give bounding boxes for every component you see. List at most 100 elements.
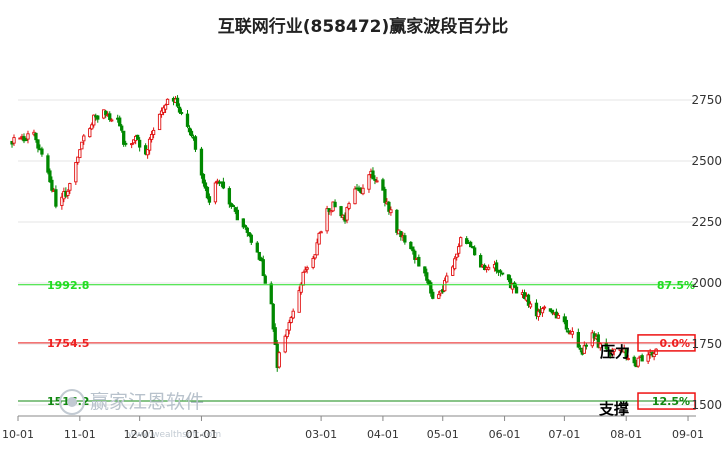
candle-body	[299, 283, 303, 293]
axes: 2750 2500 2250 2000 1750 1500 10-01 11-01 12-01 0…	[2, 93, 722, 441]
candle-body	[18, 137, 22, 140]
level-percent-label: 12.5%	[652, 395, 690, 408]
candle-body	[163, 104, 168, 110]
candle-body	[445, 275, 449, 283]
x-tick-label: 05-01	[427, 428, 459, 441]
candle	[257, 251, 261, 261]
candle	[34, 132, 38, 143]
candle-body	[636, 357, 640, 367]
candle	[245, 226, 249, 237]
candle	[24, 137, 28, 142]
level-percent-box	[637, 334, 696, 352]
candle	[231, 204, 236, 208]
candle	[40, 146, 44, 157]
candle-body	[66, 190, 70, 196]
candle	[187, 125, 192, 136]
candle-body	[361, 187, 365, 195]
candle	[578, 344, 582, 353]
candle	[500, 272, 505, 276]
candle-body	[34, 132, 38, 141]
candle	[542, 305, 547, 311]
candle-body	[319, 231, 323, 234]
candle-body	[540, 308, 545, 314]
candle	[431, 289, 435, 300]
resistance-label: 压力	[600, 343, 630, 361]
candle-body	[22, 136, 26, 142]
candle-body	[473, 247, 477, 256]
candle-body	[203, 182, 208, 189]
candle-body	[50, 179, 54, 191]
candle	[60, 192, 64, 210]
candle-body	[381, 179, 385, 191]
level-percent-label: 87.5%	[657, 279, 695, 292]
candle-body	[201, 173, 206, 184]
candle-body	[596, 334, 600, 348]
candle	[339, 205, 343, 219]
candle-body	[74, 162, 78, 183]
candle-body	[110, 119, 114, 122]
candle-body	[618, 348, 622, 351]
candle-body	[457, 246, 461, 254]
candle-body	[367, 174, 371, 190]
candle	[96, 115, 100, 123]
candle-body	[48, 170, 52, 183]
candle-body	[137, 139, 142, 148]
candle-body	[207, 196, 212, 203]
candle-body	[325, 208, 329, 232]
candle-body	[570, 331, 575, 335]
candle-body	[345, 207, 349, 221]
x-tick-label: 03-01	[305, 428, 337, 441]
candle	[241, 218, 245, 230]
candle-body	[241, 218, 245, 228]
candle-body	[82, 135, 86, 142]
candle	[598, 342, 602, 351]
candle	[395, 208, 399, 236]
candle-body	[578, 347, 582, 350]
x-tick-label: 06-01	[489, 428, 521, 441]
x-tick-label: 11-01	[64, 428, 96, 441]
candle	[640, 353, 644, 362]
candle	[526, 293, 531, 308]
candle	[46, 153, 50, 175]
candle	[207, 193, 212, 206]
candle-body	[654, 348, 658, 355]
candle	[48, 168, 52, 183]
candle	[12, 134, 16, 146]
candle	[646, 351, 650, 365]
candle	[399, 230, 403, 241]
candle	[570, 327, 575, 339]
candle	[371, 167, 375, 180]
candle-body	[640, 355, 644, 362]
candle	[437, 291, 441, 300]
candle	[473, 245, 477, 256]
candle-body	[528, 303, 533, 308]
candle-body	[471, 246, 475, 249]
candle-body	[451, 266, 455, 276]
candle	[285, 329, 289, 339]
candle-body	[227, 188, 232, 205]
x-tick-label: 10-01	[2, 428, 34, 441]
candle-body	[245, 227, 249, 233]
candle-body	[118, 117, 122, 127]
candle	[179, 108, 184, 116]
candle-body	[305, 267, 309, 270]
candle	[478, 253, 483, 268]
candle	[235, 206, 240, 221]
candle	[82, 134, 86, 145]
candle	[361, 184, 365, 196]
candle-body	[199, 148, 204, 176]
candle	[247, 231, 251, 238]
candle-body	[215, 180, 220, 183]
candle-body	[247, 232, 251, 237]
candle-body	[425, 272, 429, 281]
candle-body	[409, 241, 413, 250]
candle-body	[46, 155, 50, 173]
candle-body	[413, 250, 417, 260]
candle	[528, 301, 533, 309]
candle-body	[652, 353, 656, 358]
candle-body	[443, 280, 447, 292]
candle-body	[498, 270, 503, 273]
candle-body	[576, 332, 580, 348]
candle	[229, 202, 234, 209]
